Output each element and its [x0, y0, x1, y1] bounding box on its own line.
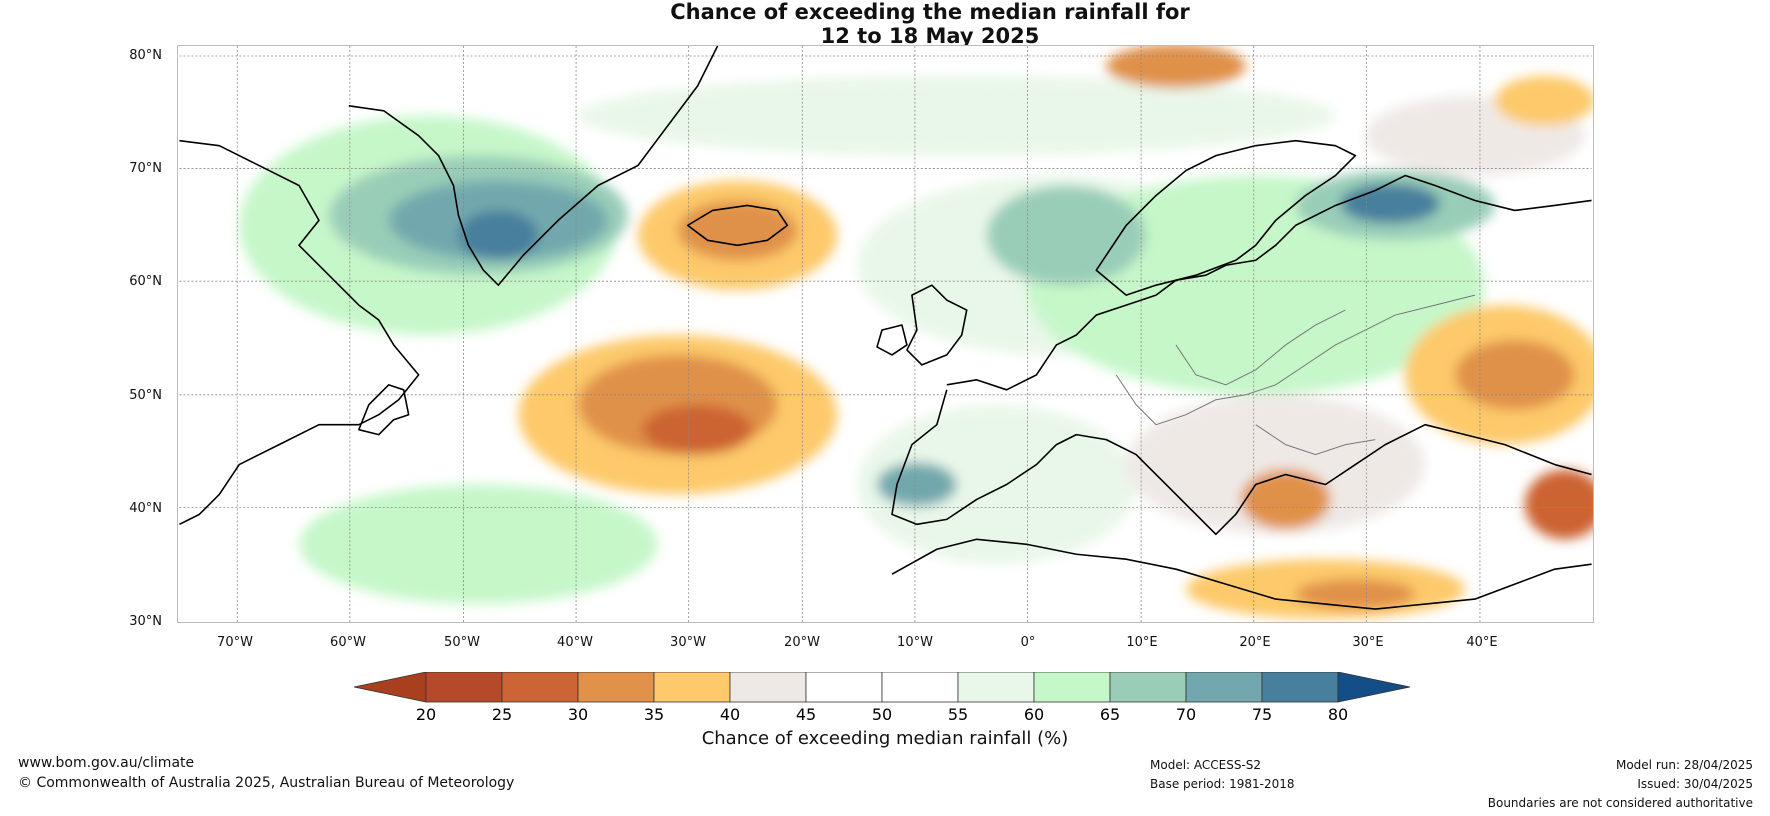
colorbar-tick-80: 80 [1328, 705, 1348, 724]
coast-iceland [686, 204, 789, 247]
colorbar-segment-20-25 [425, 672, 503, 703]
colorbar-tick-50: 50 [872, 705, 892, 724]
coast-newfoundland [358, 384, 410, 436]
national-borders [1115, 294, 1476, 456]
footer-model: Model: ACCESS-S2 [1150, 758, 1262, 772]
colorbar-tick-55: 55 [948, 705, 968, 724]
colorbar-segment-40-45 [729, 672, 807, 703]
lat-label-40n: 40°N [129, 501, 162, 516]
lon-label-10e: 10°E [1126, 635, 1158, 650]
shade-ukraine-orange [1455, 339, 1575, 410]
colorbar-segment-30-35 [577, 672, 655, 703]
shade-atlantic-southwest [299, 484, 658, 605]
shade-kola-core [1340, 183, 1441, 224]
colorbar-tick-70: 70 [1176, 705, 1196, 724]
coast-north-africa [891, 538, 1592, 610]
colorbar-segment-45-50 [805, 672, 883, 703]
lat-label-60n: 60°N [129, 274, 162, 289]
colorbar: 20 25 30 35 40 45 50 55 60 65 70 75 80 [353, 672, 1411, 724]
colorbar-segment-60-65 [1033, 672, 1111, 703]
lon-label-0: 0° [1020, 635, 1036, 650]
lat-label-80n: 80°N [129, 48, 162, 63]
shade-iberia-west [857, 404, 1137, 565]
colorbar-tick-60: 60 [1024, 705, 1044, 724]
shade-greenland-core [458, 210, 539, 261]
colorbar-extend-high [1337, 672, 1411, 703]
lon-label-60w: 60°W [330, 635, 366, 650]
lon-label-30w: 30°W [670, 635, 706, 650]
lon-label-70w: 70°W [217, 635, 253, 650]
colorbar-title: Chance of exceeding median rainfall (%) [701, 728, 1069, 749]
lon-label-40e: 40°E [1466, 635, 1498, 650]
lat-label-30n: 30°N [129, 614, 162, 629]
shade-midatlantic-brown [642, 404, 753, 455]
colorbar-segment-25-30 [501, 672, 579, 703]
footer-issued: Issued: 30/04/2025 [1637, 777, 1753, 791]
coastlines [179, 46, 1592, 610]
footer-disclaimer: Boundaries are not considered authoritat… [1487, 796, 1753, 810]
shade-greece-orange [1240, 469, 1331, 530]
lon-label-20w: 20°W [784, 635, 820, 650]
shade-arctic-green [578, 75, 1336, 156]
colorbar-tick-65: 65 [1100, 705, 1120, 724]
colorbar-tick-30: 30 [568, 705, 588, 724]
shade-turkey-brown [1524, 469, 1593, 540]
border-poland-belarus [1175, 309, 1346, 386]
map-title: Chance of exceeding the median rainfall … [0, 0, 1770, 48]
colorbar-tick-40: 40 [720, 705, 740, 724]
colorbar-ticks: 20 25 30 35 40 45 50 55 60 65 70 75 80 [416, 705, 1348, 724]
coast-scandinavia [1095, 139, 1357, 296]
lon-label-50w: 50°W [444, 635, 480, 650]
coast-great-britain [906, 284, 968, 366]
coast-southern-europe [891, 389, 1592, 536]
footer-website[interactable]: www.bom.gov.au/climate [18, 755, 195, 771]
colorbar-segment-65-70 [1109, 672, 1187, 703]
lon-label-30e: 30°E [1352, 635, 1384, 650]
shade-arctic-east-yellow [1494, 75, 1593, 126]
border-balkans [1255, 424, 1376, 456]
lon-label-20e: 20°E [1239, 635, 1271, 650]
coast-north-america [179, 139, 420, 526]
colorbar-segments [353, 672, 1411, 703]
lon-label-10w: 10°W [897, 635, 933, 650]
colorbar-segment-35-40 [653, 672, 731, 703]
rainfall-probability-map[interactable] [177, 45, 1594, 623]
colorbar-segment-55-60 [957, 672, 1035, 703]
colorbar-segment-75-80 [1261, 672, 1339, 703]
colorbar-tick-25: 25 [492, 705, 512, 724]
shade-irminger-orange [677, 200, 798, 261]
probability-shading [239, 46, 1593, 620]
shade-central-europe [1126, 394, 1426, 535]
border-central-europe [1115, 294, 1476, 426]
coast-greenland [348, 46, 719, 286]
colorbar-tick-75: 75 [1252, 705, 1272, 724]
colorbar-tick-35: 35 [644, 705, 664, 724]
lat-label-50n: 50°N [129, 388, 162, 403]
footer-model-run: Model run: 28/04/2025 [1615, 758, 1753, 772]
lon-label-40w: 40°W [557, 635, 593, 650]
map-title-line1: Chance of exceeding the median rainfall … [670, 0, 1190, 24]
coast-northern-europe [946, 174, 1592, 391]
shade-svalbard-orange [1106, 46, 1246, 88]
footer-base-period: Base period: 1981-2018 [1150, 777, 1295, 791]
shade-portugal-teal [877, 462, 957, 507]
colorbar-tick-45: 45 [796, 705, 816, 724]
footer-copyright: © Commonwealth of Australia 2025, Austra… [18, 775, 515, 791]
coast-ireland [876, 324, 908, 356]
colorbar-segment-70-75 [1185, 672, 1263, 703]
colorbar-extend-low [353, 672, 427, 703]
lat-label-70n: 70°N [129, 161, 162, 176]
colorbar-segment-50-55 [881, 672, 959, 703]
colorbar-tick-20: 20 [416, 705, 436, 724]
shade-eastmed-orange [1295, 579, 1416, 610]
shade-norway-teal [986, 185, 1147, 286]
map-title-line2: 12 to 18 May 2025 [820, 24, 1040, 48]
